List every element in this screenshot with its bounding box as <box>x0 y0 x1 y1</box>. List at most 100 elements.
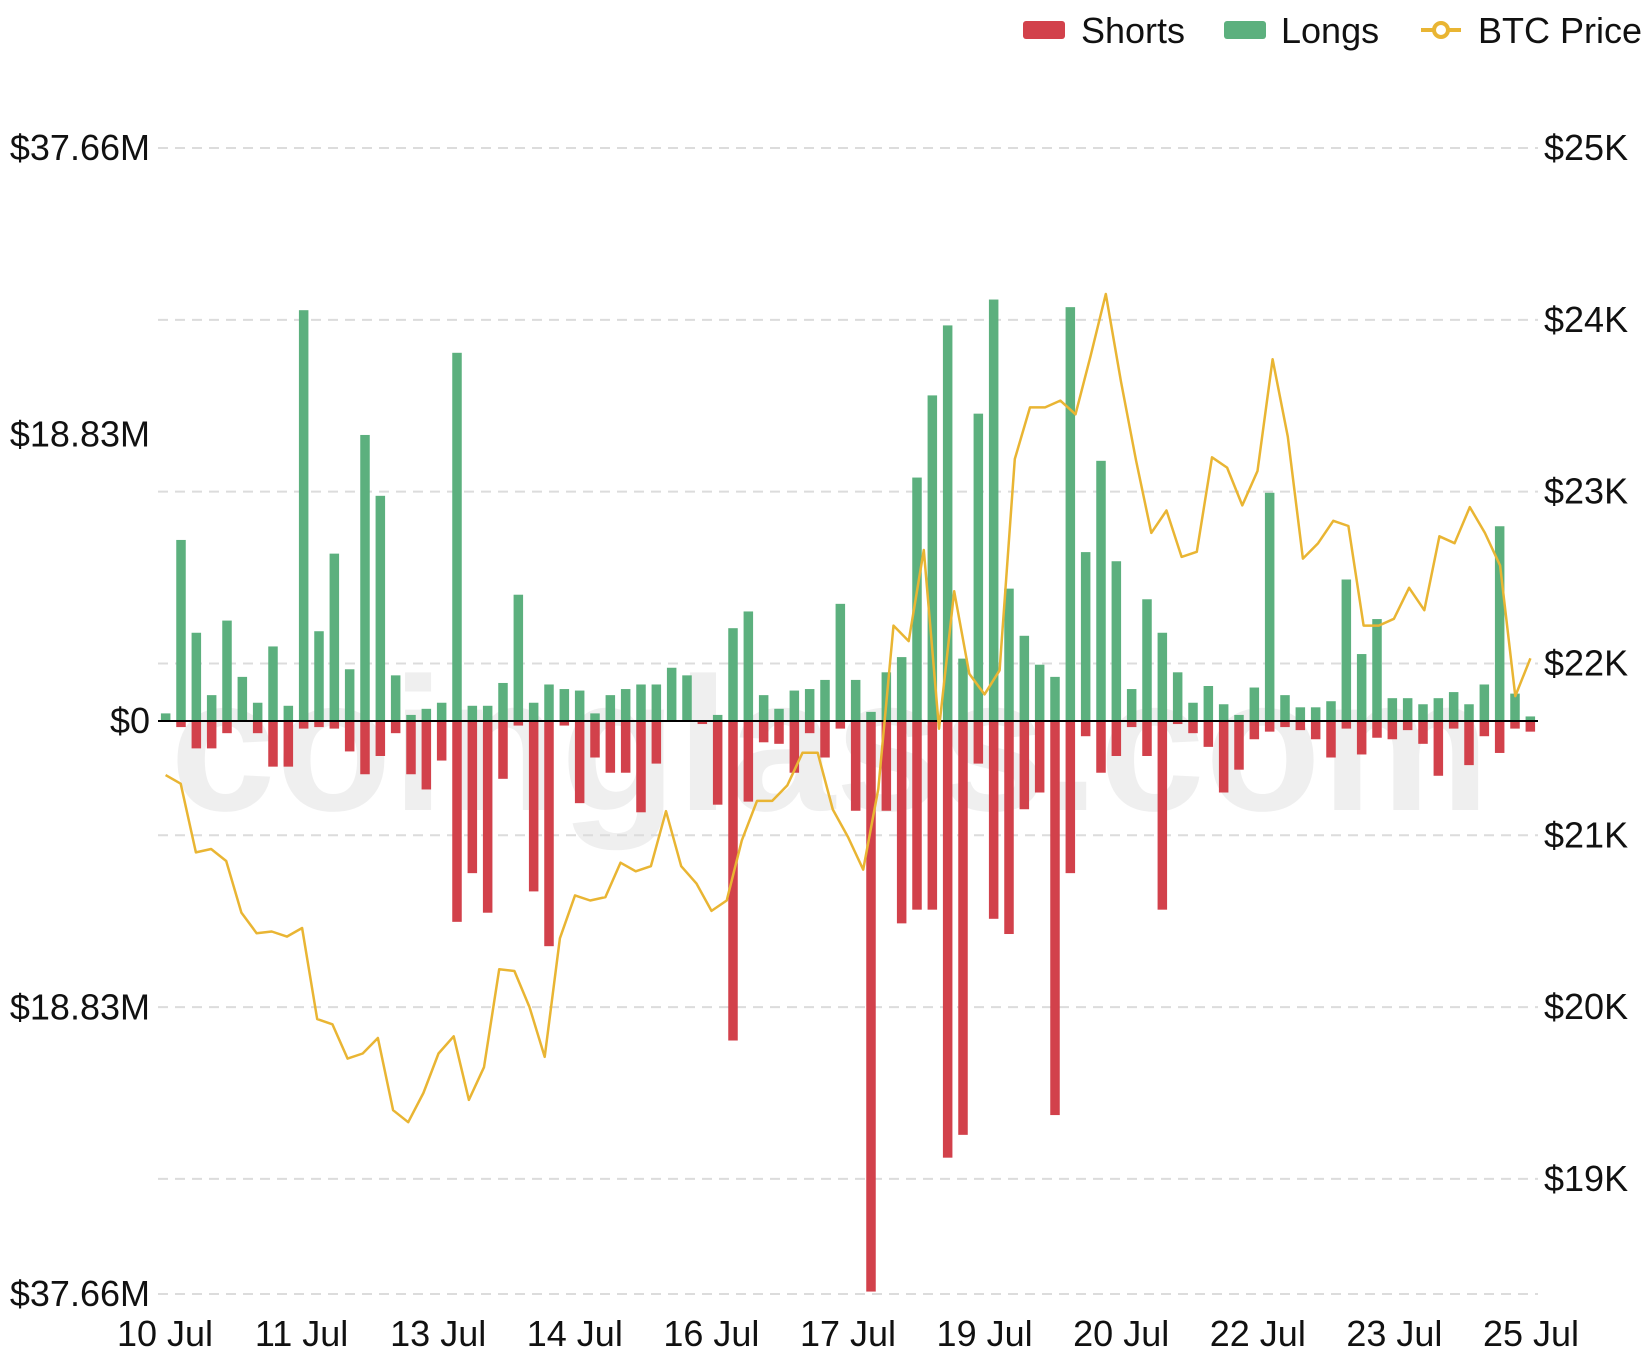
long-bar <box>191 632 202 721</box>
long-bar <box>298 310 309 721</box>
long-bar <box>1157 632 1168 721</box>
long-bar <box>329 553 340 721</box>
long-bar <box>436 702 447 721</box>
short-bar <box>988 721 999 919</box>
short-bar <box>620 721 631 773</box>
long-bar <box>482 705 493 721</box>
short-bar <box>528 721 539 892</box>
short-bar <box>605 721 616 773</box>
long-bar <box>1356 654 1367 721</box>
short-bar <box>1448 721 1459 729</box>
short-bar <box>1356 721 1367 755</box>
short-bar <box>1142 721 1152 756</box>
long-bar <box>651 684 662 721</box>
right-axis-tick-label: $25K <box>1544 127 1628 168</box>
short-bar <box>344 721 355 752</box>
short-bar <box>1494 721 1505 753</box>
short-bar <box>835 721 846 729</box>
long-bar <box>1280 695 1290 721</box>
long-bar <box>160 713 171 721</box>
legend-item-shorts[interactable]: Shorts <box>1023 10 1185 51</box>
short-bar <box>1479 721 1490 737</box>
long-bar <box>1479 684 1490 721</box>
long-bar <box>1019 635 1030 721</box>
long-bar <box>1034 664 1045 721</box>
shorts-legend-swatch <box>1023 21 1065 39</box>
short-bar <box>820 721 830 758</box>
short-bar <box>421 721 432 790</box>
short-bar <box>1080 721 1091 737</box>
long-bar <box>1188 702 1198 721</box>
long-bar <box>1510 693 1520 721</box>
long-bar <box>375 495 386 721</box>
long-bar <box>973 413 984 721</box>
right-axis-tick-label: $23K <box>1544 471 1628 512</box>
left-axis-tick-label: $37.66M <box>10 1273 150 1314</box>
short-bar <box>544 721 554 947</box>
long-bar <box>743 611 754 721</box>
btc-price-legend-marker <box>1432 21 1450 39</box>
long-bar <box>1295 707 1306 721</box>
short-bar <box>191 721 202 749</box>
short-bar <box>1372 721 1382 738</box>
x-axis-tick-label: 10 Jul <box>117 1313 213 1354</box>
long-bar <box>421 708 432 721</box>
long-bar <box>958 658 968 721</box>
long-bar <box>728 628 738 721</box>
longs-legend-swatch <box>1224 21 1266 39</box>
short-bar <box>743 721 754 802</box>
short-bar <box>1126 721 1137 728</box>
long-bar <box>1126 689 1137 721</box>
short-bar <box>1433 721 1444 776</box>
x-axis-tick-label: 11 Jul <box>255 1313 348 1354</box>
legend-item-btc-price[interactable]: BTC Price <box>1421 10 1642 51</box>
short-bar <box>176 721 186 728</box>
long-bar <box>344 669 355 721</box>
short-bar <box>758 721 769 743</box>
long-bar <box>1004 588 1014 721</box>
long-bar <box>314 631 324 721</box>
short-bar <box>636 721 646 813</box>
long-bar <box>467 705 478 721</box>
short-bar <box>1418 721 1428 744</box>
long-bar <box>804 689 815 721</box>
long-bar <box>1234 714 1244 721</box>
long-bar <box>1464 704 1474 721</box>
x-axis-tick-label: 16 Jul <box>663 1313 759 1354</box>
short-bar <box>1280 721 1290 728</box>
long-bar <box>1264 492 1275 721</box>
long-bar <box>636 684 646 721</box>
long-bar <box>1080 552 1091 721</box>
long-bar <box>1402 698 1413 721</box>
long-bar <box>252 702 263 721</box>
short-bar <box>1402 721 1413 731</box>
short-bar <box>1310 721 1321 740</box>
long-bar <box>406 714 416 721</box>
long-bar <box>1418 704 1428 721</box>
long-bar <box>835 603 846 721</box>
short-bar <box>1525 721 1536 732</box>
short-bar <box>498 721 508 779</box>
long-bar <box>789 690 800 721</box>
long-bar <box>774 708 784 721</box>
legend[interactable]: Shorts Longs BTC Price <box>1023 10 1642 51</box>
short-bar <box>1326 721 1336 758</box>
short-bar <box>958 721 968 1135</box>
short-bar <box>482 721 493 913</box>
long-bar <box>590 713 600 721</box>
long-bar <box>758 695 769 721</box>
long-bar <box>896 657 907 721</box>
long-bar <box>1310 707 1321 721</box>
short-bar <box>452 721 462 922</box>
x-axis-tick-label: 25 Jul <box>1483 1313 1579 1354</box>
legend-item-longs[interactable]: Longs <box>1224 10 1379 51</box>
x-axis-tick-label: 17 Jul <box>800 1313 896 1354</box>
right-axis-tick-label: $22K <box>1544 642 1628 683</box>
long-bar <box>1448 692 1459 721</box>
short-bar <box>1464 721 1474 766</box>
short-bar <box>912 721 922 910</box>
long-bar <box>1111 561 1122 721</box>
short-bar <box>298 721 309 729</box>
x-axis-tick-label: 22 Jul <box>1210 1313 1306 1354</box>
long-bar <box>942 325 953 721</box>
